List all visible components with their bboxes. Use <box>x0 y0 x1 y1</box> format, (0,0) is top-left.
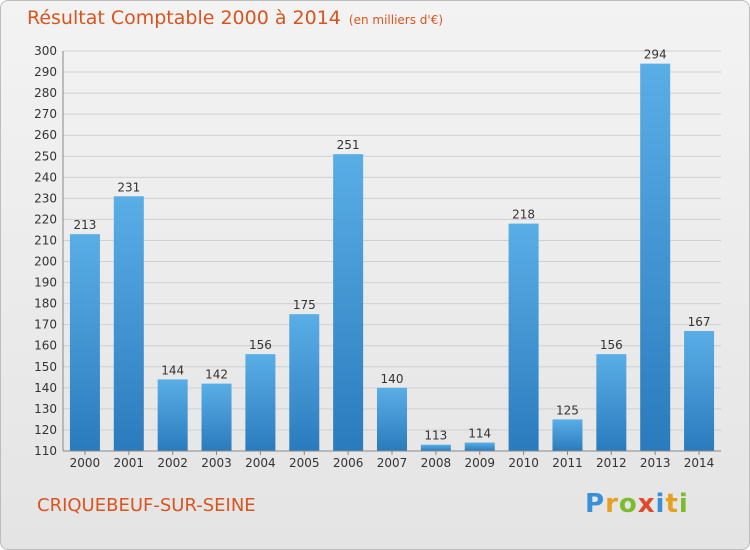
y-tick-label: 190 <box>34 276 57 290</box>
x-tick-label: 2006 <box>333 456 364 470</box>
x-tick-label: 2008 <box>421 456 452 470</box>
y-tick-label: 260 <box>34 128 57 142</box>
x-axis: 2000 2001 2002 2003 2004 2005 2006 2007 2008 2009… <box>63 450 721 470</box>
y-tick-label: 170 <box>34 318 57 332</box>
y-tick-label: 180 <box>34 297 57 311</box>
x-tick-label: 2013 <box>640 456 671 470</box>
bar-value-label: 156 <box>600 338 623 352</box>
y-tick-label: 290 <box>34 65 57 79</box>
x-tick-label: 2001 <box>114 456 145 470</box>
y-tick-label: 150 <box>34 360 57 374</box>
x-tick-label: 2005 <box>289 456 320 470</box>
bar-value-label: 156 <box>249 338 272 352</box>
bar-value-label: 167 <box>688 315 711 329</box>
y-tick-label: 130 <box>34 402 57 416</box>
x-tick-label: 2003 <box>201 456 232 470</box>
y-tick-label: 140 <box>34 381 57 395</box>
x-tick-label: 2004 <box>245 456 276 470</box>
y-tick-label: 280 <box>34 86 57 100</box>
bar-value-label: 140 <box>381 372 404 386</box>
bar <box>377 387 407 451</box>
y-tick-label: 120 <box>34 423 57 437</box>
chart-subtitle: (en milliers d'€) <box>348 13 444 27</box>
bar-value-label: 251 <box>337 138 360 152</box>
city-name: CRIQUEBEUF-SUR-SEINE <box>37 495 256 516</box>
x-tick-label: 2012 <box>596 456 627 470</box>
bar <box>420 444 451 451</box>
x-tick-label: 2007 <box>377 456 408 470</box>
proxiti-logo: Proxiti <box>585 489 689 519</box>
bar-value-label: 294 <box>644 48 667 62</box>
bar <box>464 442 495 451</box>
y-tick-label: 160 <box>34 339 57 353</box>
bar-value-label: 175 <box>293 298 316 312</box>
bar <box>289 314 320 451</box>
bars: 213 231 144 142 156 175 251 140 113 114 218 125 156 2… <box>69 48 715 451</box>
y-tick-label: 220 <box>34 212 57 226</box>
y-axis: 110 120 130 140 150 160 170 180 190 200 210 220 230 2… <box>34 44 64 458</box>
bar <box>157 379 188 451</box>
bar <box>684 331 715 451</box>
x-tick-label: 2011 <box>552 456 583 470</box>
bar-value-label: 125 <box>556 403 579 417</box>
bar-value-label: 231 <box>117 180 140 194</box>
y-tick-label: 110 <box>34 444 57 458</box>
bar <box>508 223 539 451</box>
bar-value-label: 144 <box>161 363 184 377</box>
bar <box>596 354 627 451</box>
bar <box>552 419 583 451</box>
bar-value-label: 113 <box>424 429 447 443</box>
y-tick-label: 210 <box>34 233 57 247</box>
bar <box>113 196 144 451</box>
y-tick-label: 270 <box>34 107 57 121</box>
x-tick-label: 2000 <box>70 456 101 470</box>
bar-value-label: 218 <box>512 208 535 222</box>
y-tick-label: 230 <box>34 191 57 205</box>
chart-title: Résultat Comptable 2000 à 2014 (en millie… <box>27 7 443 29</box>
x-tick-label: 2002 <box>157 456 188 470</box>
bar <box>69 234 100 451</box>
bar <box>201 383 232 451</box>
x-tick-label: 2009 <box>464 456 495 470</box>
y-tick-label: 250 <box>34 149 57 163</box>
x-tick-label: 2014 <box>684 456 715 470</box>
bar-value-label: 114 <box>468 427 491 441</box>
bar <box>640 63 671 451</box>
chart-title-text: Résultat Comptable 2000 à 2014 <box>27 7 341 29</box>
bar-value-label: 213 <box>73 218 96 232</box>
bar <box>245 354 276 451</box>
y-tick-label: 200 <box>34 255 57 269</box>
bar-value-label: 142 <box>205 368 228 382</box>
y-tick-label: 240 <box>34 170 57 184</box>
bar <box>333 154 364 451</box>
x-tick-label: 2010 <box>508 456 539 470</box>
y-tick-label: 300 <box>34 44 57 58</box>
